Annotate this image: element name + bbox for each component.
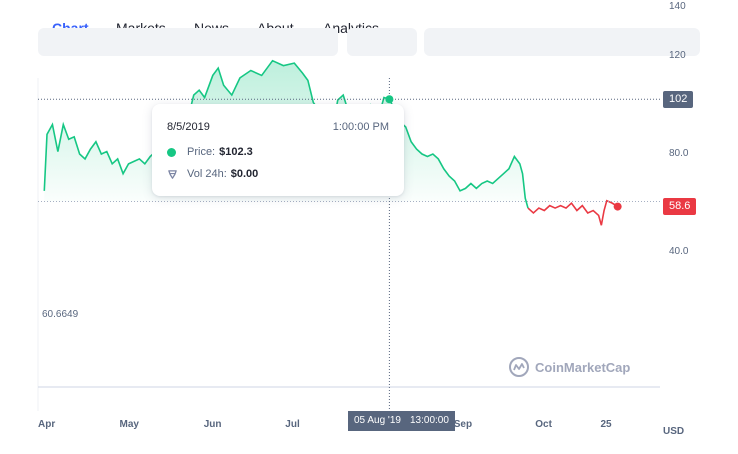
price-tooltip: 8/5/2019 1:00:00 PM Price: $102.3 Vol 24… [152, 104, 404, 196]
price-dot-icon [167, 147, 176, 157]
y-tick-label: 40.0 [669, 246, 689, 258]
x-tick-label: Apr [38, 419, 56, 430]
brand-watermark: CoinMarketCap [508, 356, 630, 378]
tooltip-volume-row: Vol 24h: $0.00 [167, 168, 258, 180]
crosshair-price-tag: 102 [663, 90, 694, 108]
hover-point [385, 95, 394, 104]
currency-unit: USD [663, 426, 685, 437]
tooltip-price-label: Price: [187, 146, 216, 158]
coinmarketcap-logo-icon [509, 357, 529, 377]
price-line-above-baseline [43, 59, 529, 209]
last-price-point [613, 202, 622, 211]
x-tick-label: Jul [285, 419, 300, 430]
x-tick-label: 25 [600, 419, 612, 430]
x-tick-label: Jun [203, 419, 222, 430]
crosshair-time-tag: 13:00:00 [404, 411, 455, 431]
tooltip-date: 8/5/2019 [167, 121, 210, 133]
y-tick-label: 140 [669, 0, 686, 12]
x-tick-label: Oct [535, 419, 552, 430]
price-line-below-baseline [527, 199, 619, 226]
brand-name: CoinMarketCap [535, 359, 631, 375]
x-tick-label: May [119, 419, 139, 430]
tooltip-price-value: $102.3 [219, 146, 253, 158]
volume-icon [168, 169, 177, 179]
x-tick-label: Sep [453, 419, 473, 430]
chart-type-selector[interactable] [38, 28, 338, 56]
range-selector[interactable] [424, 28, 700, 56]
drawing-tools[interactable] [347, 28, 417, 56]
tooltip-price-row: Price: $102.3 [167, 146, 253, 158]
baseline-label: 60.6649 [42, 309, 79, 320]
y-tick-label: 80.0 [669, 148, 689, 160]
current-price-tag: 58.6 [663, 198, 697, 216]
tooltip-volume-label: Vol 24h: [187, 168, 227, 180]
crosshair-date-tag: 05 Aug '19 [348, 411, 407, 431]
tooltip-time: 1:00:00 PM [332, 121, 389, 133]
y-tick-label: 120 [669, 49, 686, 61]
tooltip-volume-value: $0.00 [230, 168, 259, 180]
